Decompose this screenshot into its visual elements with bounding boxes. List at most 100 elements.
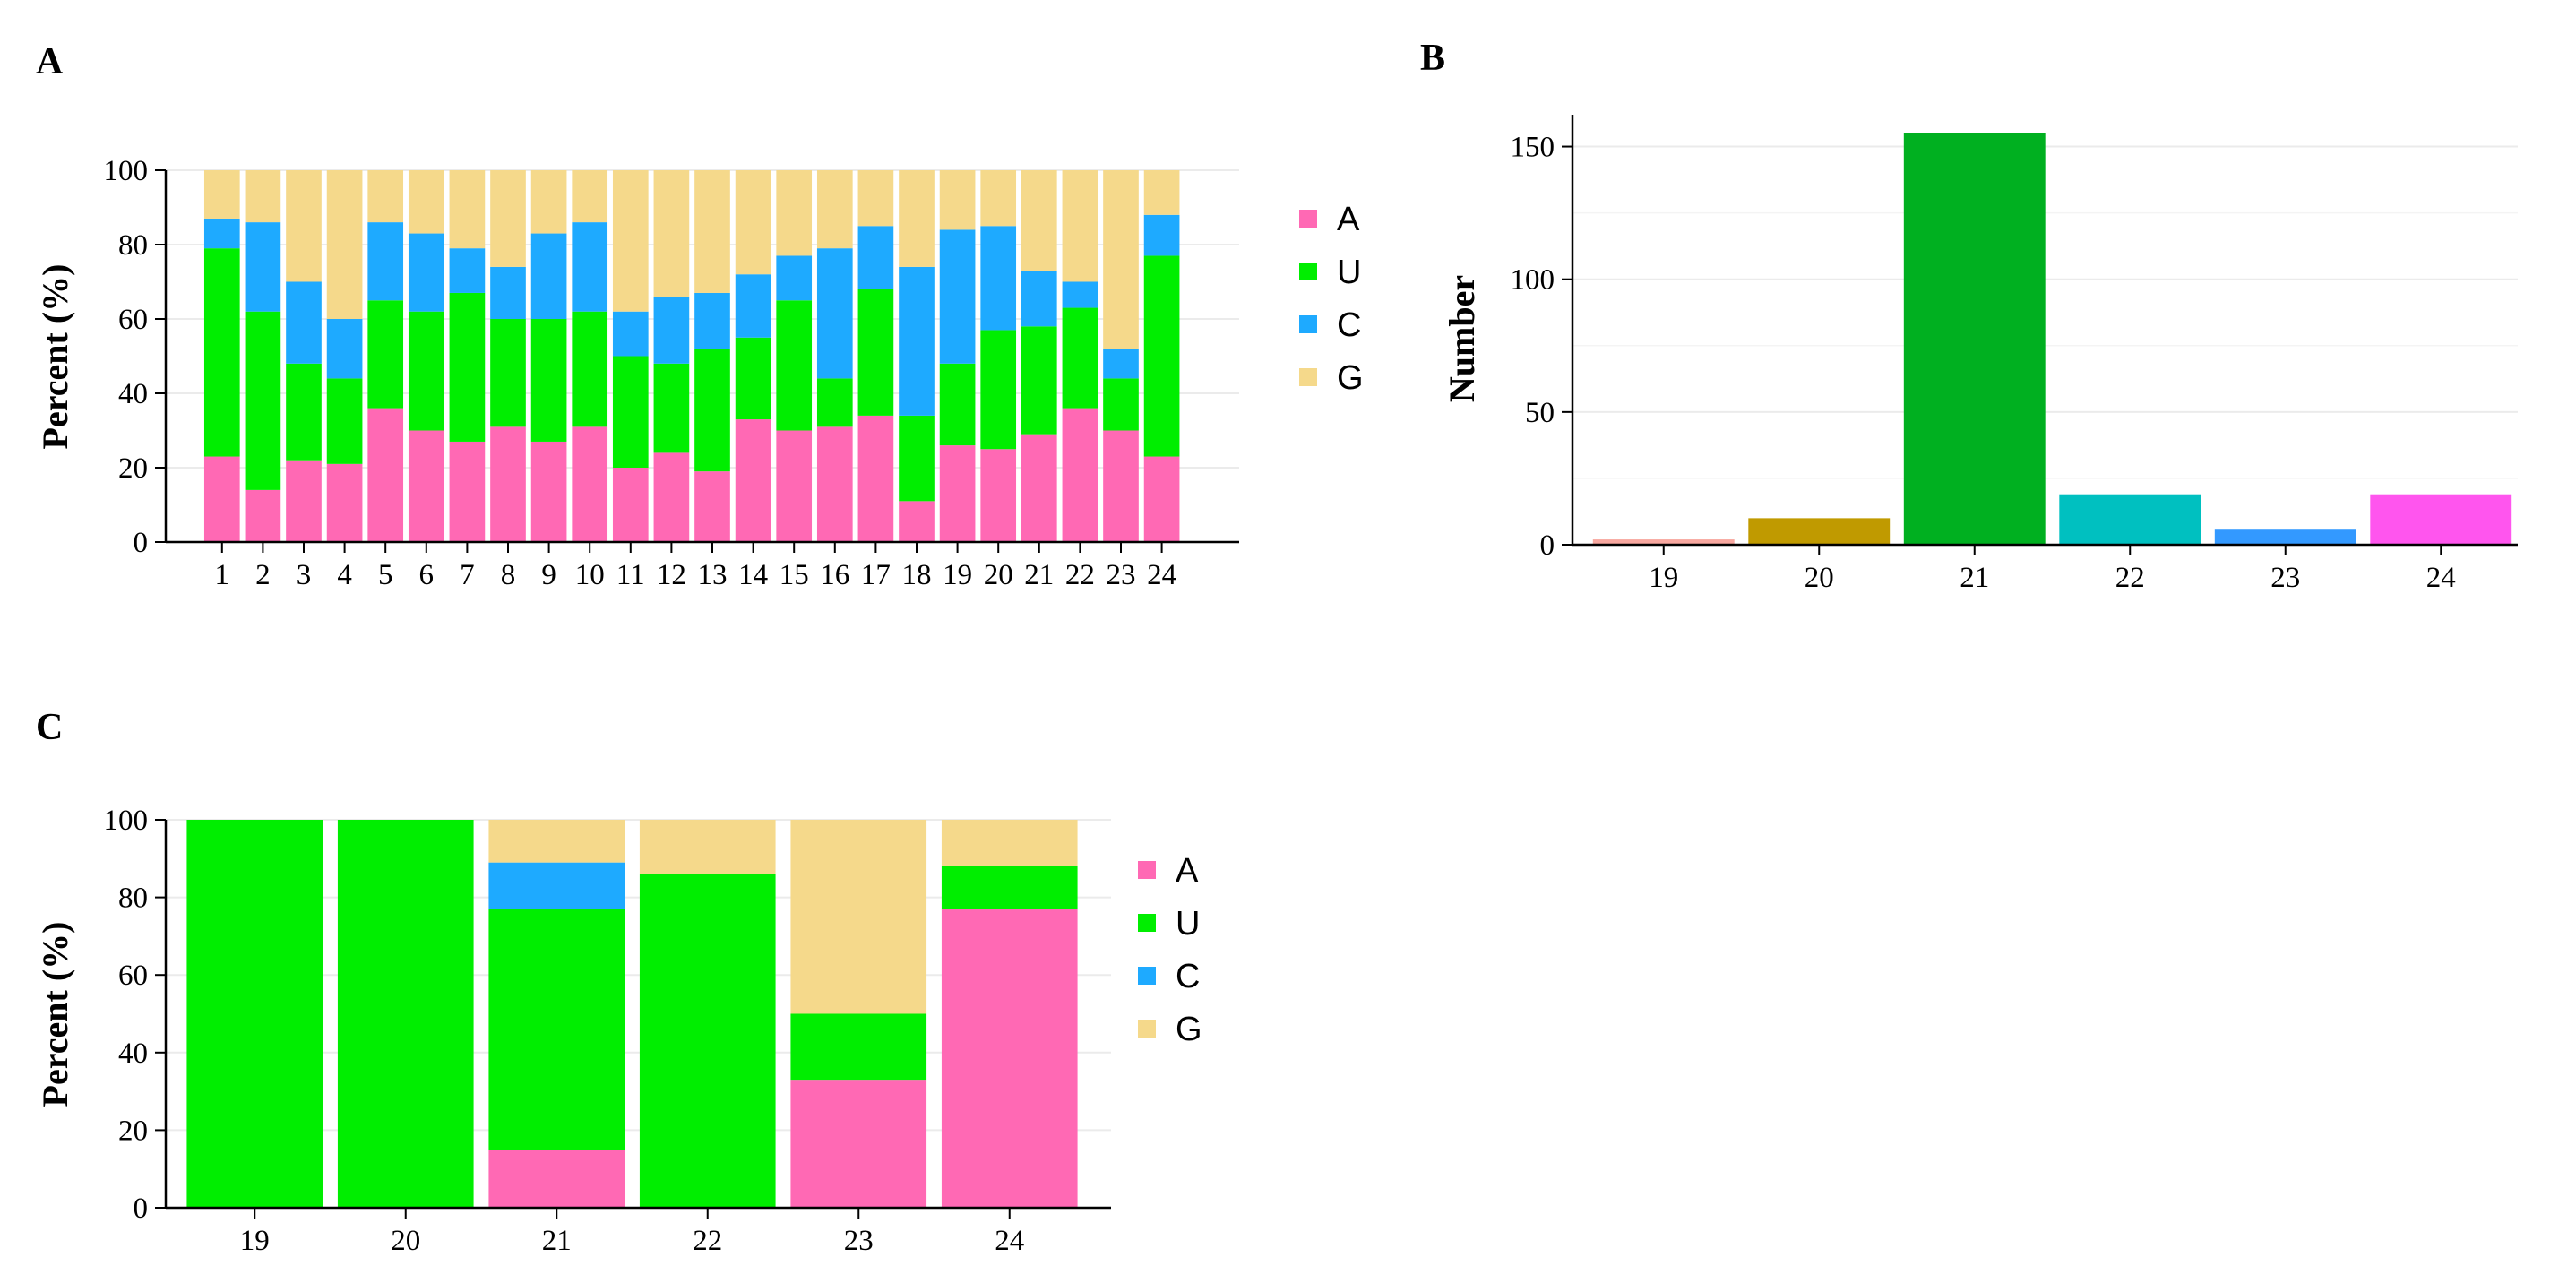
b-y-tick-label: 50 <box>1525 397 1555 429</box>
c-y-tick-label: 100 <box>104 805 149 837</box>
b-x-tick-label: 23 <box>2270 562 2300 594</box>
a-bar-segment-c <box>1103 349 1139 379</box>
a-x-tick-label: 10 <box>575 559 605 591</box>
a-bar-segment-g <box>939 170 976 230</box>
b-x-tick-label: 20 <box>1805 562 1834 594</box>
c-bar-segment-a <box>488 1150 625 1208</box>
a-bar-segment-g <box>203 170 240 219</box>
legend-label-u: U <box>1176 905 1200 943</box>
a-bar-segment-g <box>1103 170 1139 349</box>
a-x-tick-label: 8 <box>501 559 516 591</box>
legend-label-c: C <box>1176 958 1200 995</box>
a-bar-segment-c <box>653 297 690 364</box>
a-bar-segment-a <box>980 449 1017 542</box>
b-x-tick-label: 24 <box>2426 562 2456 594</box>
a-bar-segment-a <box>530 441 567 542</box>
a-bar-segment-a <box>694 471 730 542</box>
c-bar-segment-u <box>790 1013 927 1081</box>
c-y-axis-title: Percent (%) <box>35 922 75 1107</box>
a-bar-segment-g <box>1021 170 1057 271</box>
a-bar-segment-a <box>857 415 894 542</box>
a-bar-segment-c <box>816 248 853 379</box>
a-bar-segment-a <box>776 430 813 542</box>
legend-swatch-u <box>1299 263 1317 280</box>
a-bar-segment-g <box>449 170 486 249</box>
c-bar-segment-g <box>639 820 776 874</box>
a-bar-segment-u <box>490 319 526 427</box>
a-bar-segment-c <box>1021 271 1057 327</box>
a-bar-segment-c <box>530 233 567 319</box>
a-y-tick-label: 0 <box>134 527 149 559</box>
b-y-tick-label: 100 <box>1511 264 1555 297</box>
a-bar-segment-a <box>490 426 526 542</box>
panel-letter-a: A <box>36 41 64 82</box>
a-bar-segment-c <box>980 226 1017 331</box>
a-bar-segment-a <box>286 460 322 542</box>
panel-letter-b: B <box>1420 38 1445 79</box>
a-x-tick-label: 15 <box>780 559 809 591</box>
a-bar-segment-g <box>408 170 444 234</box>
c-x-tick-label: 20 <box>391 1225 420 1257</box>
c-x-tick-label: 24 <box>995 1225 1024 1257</box>
a-y-tick-label: 80 <box>118 229 148 262</box>
a-bar-segment-u <box>612 356 649 468</box>
a-bar-segment-c <box>899 266 935 416</box>
a-bar-segment-u <box>1143 255 1180 457</box>
b-bar-23 <box>2214 529 2356 545</box>
c-y-tick-label: 20 <box>118 1115 148 1147</box>
b-bar-19 <box>1592 539 1735 545</box>
c-y-tick-label: 80 <box>118 883 148 915</box>
a-bar-segment-g <box>286 170 322 282</box>
c-x-tick-label: 23 <box>844 1225 874 1257</box>
a-x-tick-label: 23 <box>1107 559 1136 591</box>
a-bar-segment-c <box>735 274 771 338</box>
a-x-tick-label: 14 <box>738 559 768 591</box>
a-bar-segment-a <box>816 426 853 542</box>
a-y-tick-label: 100 <box>104 155 149 187</box>
a-bar-segment-g <box>530 170 567 234</box>
a-bar-segment-a <box>449 441 486 542</box>
a-bar-segment-a <box>653 452 690 542</box>
a-bar-segment-c <box>367 222 404 301</box>
c-x-tick-label: 22 <box>693 1225 722 1257</box>
a-bar-segment-a <box>1062 408 1098 542</box>
a-x-tick-label: 4 <box>337 559 352 591</box>
a-y-tick-label: 20 <box>118 452 148 485</box>
a-bar-segment-u <box>245 311 281 490</box>
a-bar-segment-a <box>245 489 281 542</box>
a-bar-segment-a <box>939 445 976 542</box>
a-x-tick-label: 1 <box>215 559 230 591</box>
panel-letter-c: C <box>36 707 63 748</box>
c-bar-segment-a <box>790 1080 927 1208</box>
a-y-tick-label: 60 <box>118 304 148 336</box>
a-x-tick-label: 11 <box>616 559 645 591</box>
a-bar-segment-g <box>612 170 649 312</box>
legend-swatch-g <box>1138 1020 1156 1038</box>
a-bar-segment-c <box>612 311 649 357</box>
legend-swatch-c <box>1299 315 1317 333</box>
c-y-tick-label: 40 <box>118 1038 148 1070</box>
a-x-tick-label: 2 <box>255 559 271 591</box>
panel-b: B 0 50 100 150 19 20 21 22 23 24 Number <box>1420 38 2518 594</box>
a-bar-segment-g <box>694 170 730 293</box>
a-bar-segment-a <box>612 468 649 542</box>
a-bar-segment-u <box>735 337 771 420</box>
c-bar-segment-g <box>790 820 927 1014</box>
a-bar-segment-u <box>939 363 976 446</box>
a-bar-segment-u <box>857 289 894 416</box>
c-y-tick-label: 60 <box>118 960 148 992</box>
a-bar-segment-c <box>286 281 322 364</box>
a-y-tick-label: 40 <box>118 378 148 410</box>
a-bar-segment-g <box>857 170 894 227</box>
a-bar-segment-u <box>694 349 730 472</box>
a-bar-segment-c <box>694 292 730 349</box>
a-bar-segment-u <box>1062 307 1098 409</box>
legend-label-c: C <box>1337 306 1361 344</box>
a-x-tick-label: 18 <box>902 559 932 591</box>
b-bar-21 <box>1903 133 2046 546</box>
a-x-tick-label: 13 <box>698 559 728 591</box>
a-bar-segment-u <box>980 330 1017 450</box>
a-bar-segment-g <box>980 170 1017 227</box>
a-bar-segment-a <box>367 408 404 542</box>
